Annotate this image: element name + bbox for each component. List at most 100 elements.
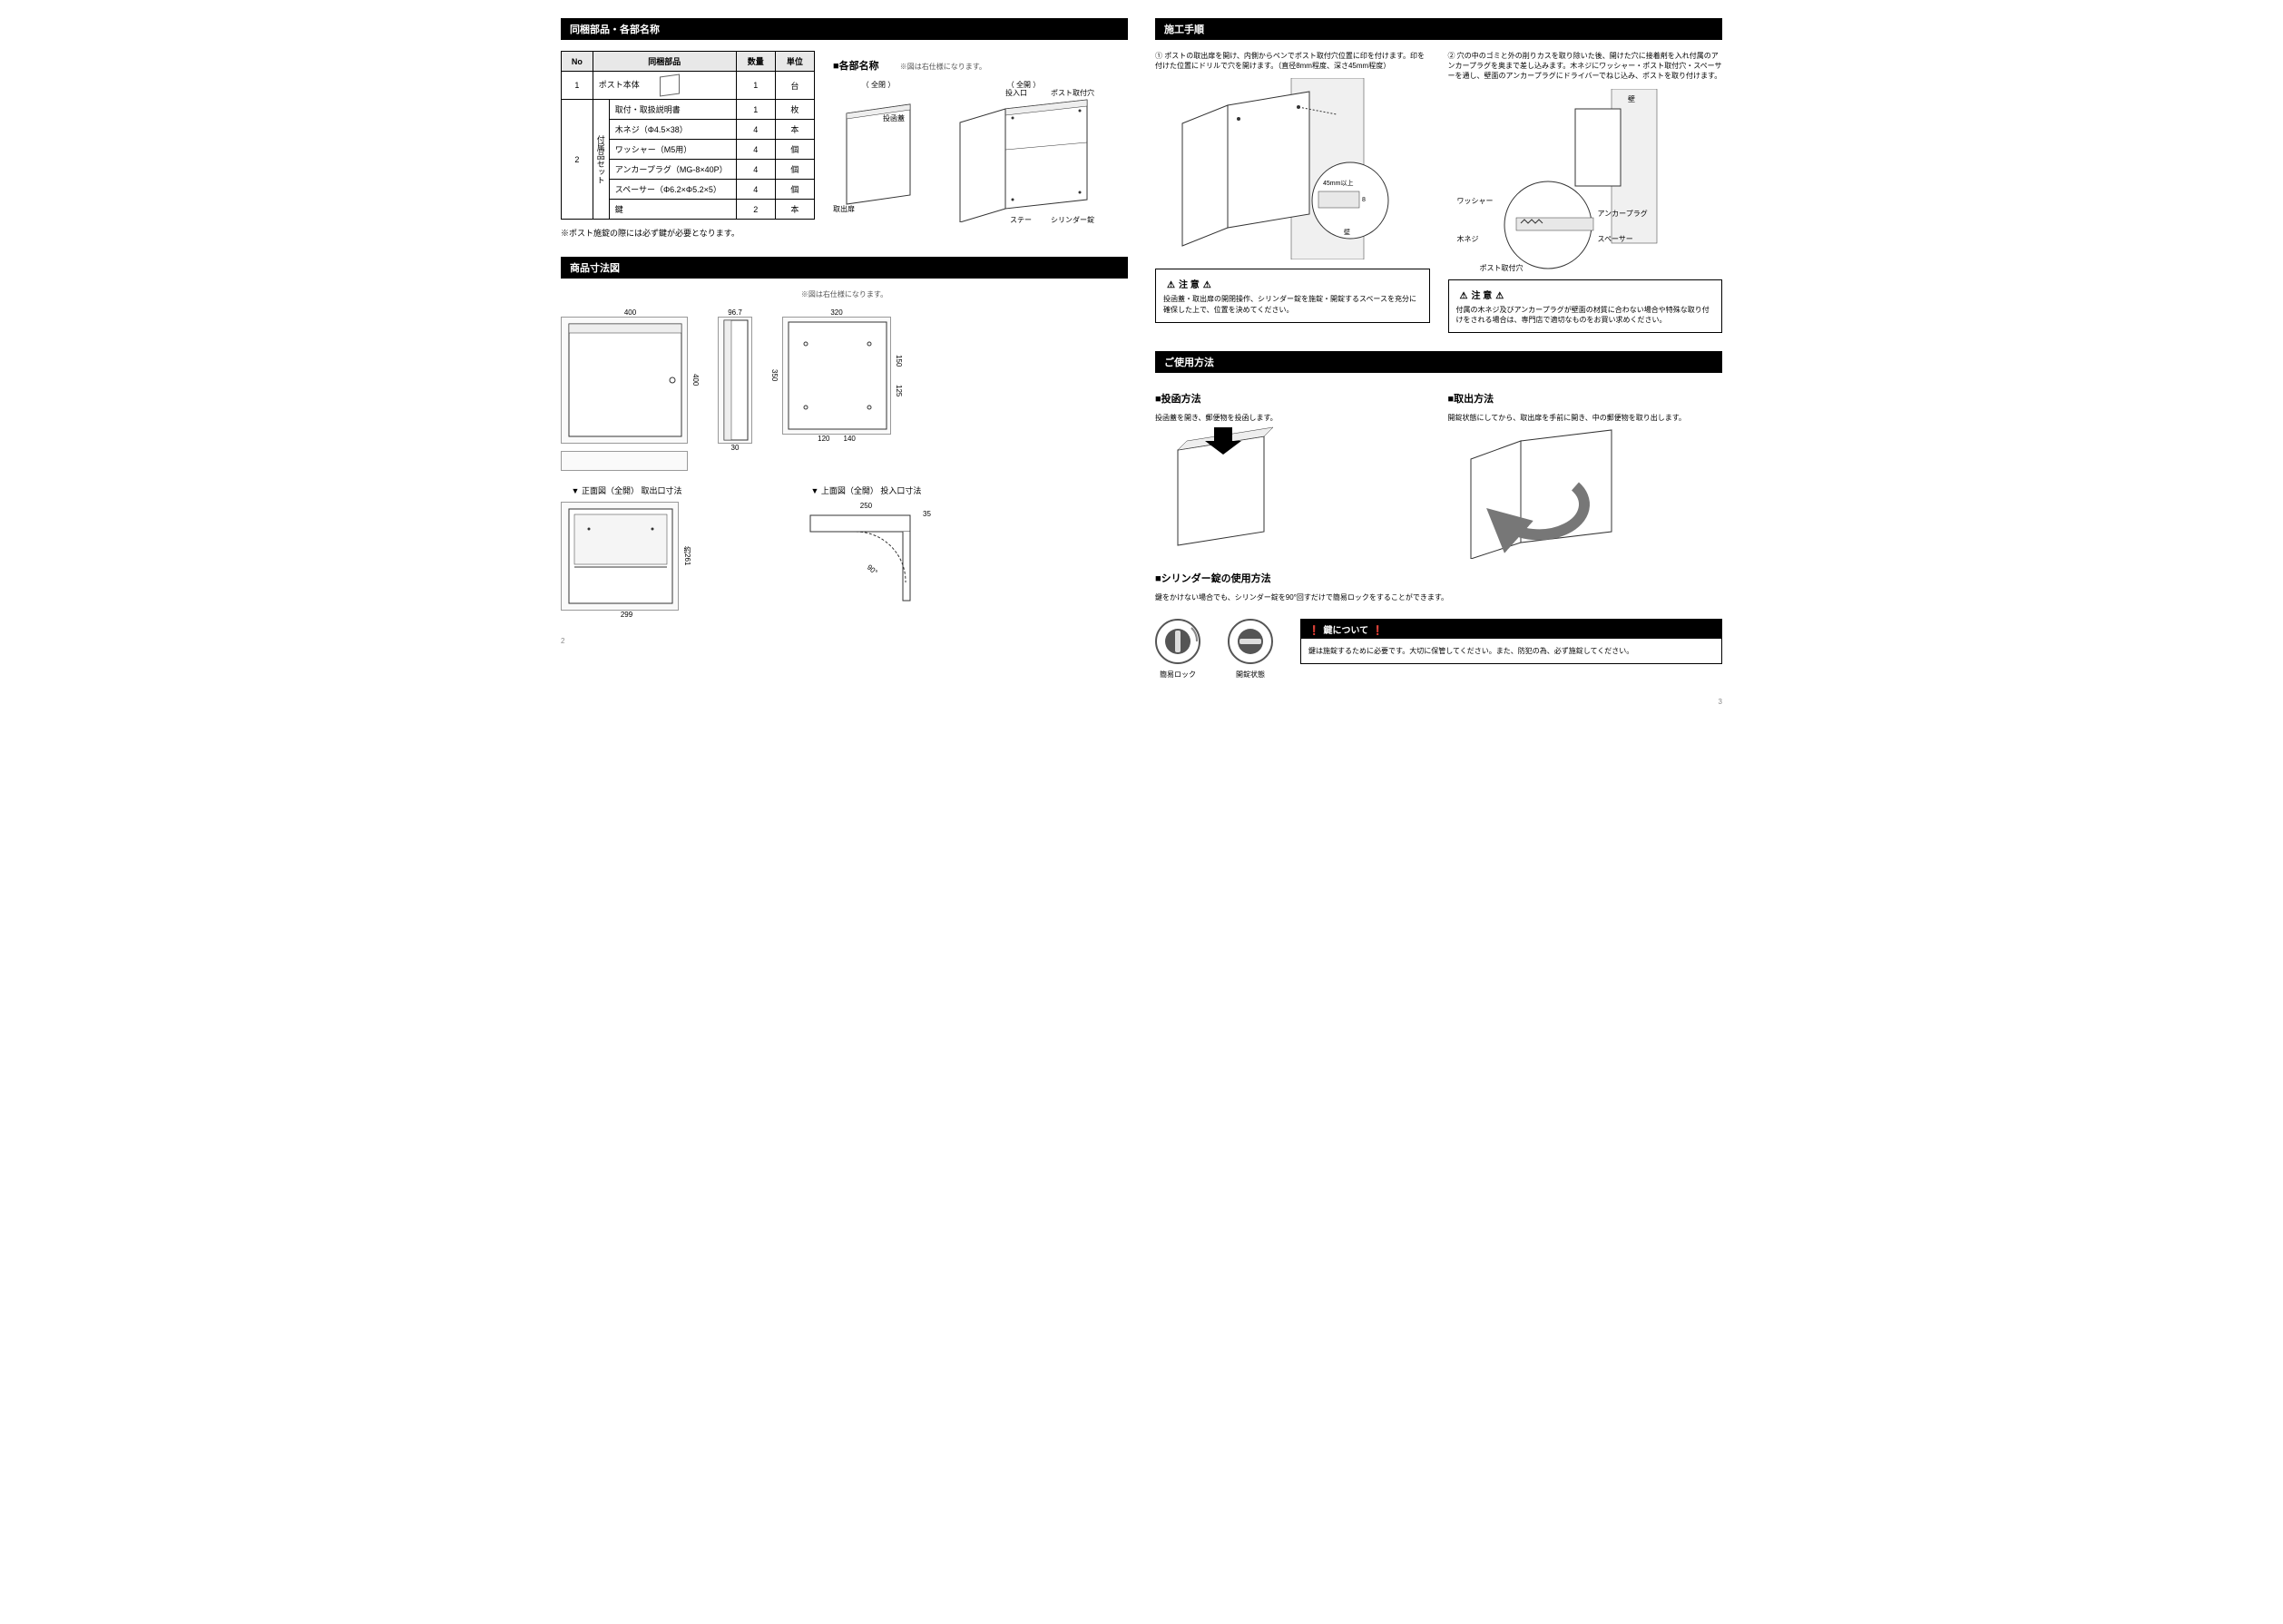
cell-unit: 台: [775, 72, 814, 100]
front-view: 400 400: [561, 308, 700, 471]
page-number-right: 3: [1155, 698, 1722, 706]
cylinder-lock-section: ■シリンダー錠の使用方法 鍵をかけない場合でも、シリンダー錠を90°回すだけで簡…: [1155, 571, 1722, 680]
tokan-text: 投函蓋を開き、郵便物を投函します。: [1155, 413, 1430, 423]
dim-note: ※図は右仕様になります。: [561, 289, 1128, 299]
step-num-2: ②: [1448, 52, 1455, 60]
toridashi-text: 開錠状態にしてから、取出扉を手前に開き、中の郵便物を取り出します。: [1448, 413, 1723, 423]
parts-name-diagram: ■各部名称 ※図は右仕様になります。 （ 全閉 ） 投函蓋 取出扉: [833, 51, 1128, 239]
cell-unit: 個: [775, 160, 814, 180]
cell-unit: 枚: [775, 100, 814, 120]
cell-name: ポスト本体: [593, 72, 736, 100]
toridashi-diagram-icon: [1448, 423, 1630, 559]
dim-row-2: ▼ 正面図（全開） 取出口寸法 約261 299 ▼ 上面図（全開） 投入口寸法…: [561, 484, 1128, 619]
cell-unit: 個: [775, 180, 814, 200]
table-row: 2 付属品セット 取付・取扱説明書 1 枚: [562, 100, 815, 120]
open-diagram: （ 全開 ） 投入口 ポスト取付穴 ステー シリン: [951, 80, 1096, 222]
parts-table: No 同梱部品 数量 単位 1 ポスト本体 1 台 2 付属品セット: [561, 51, 815, 220]
table-header-row: No 同梱部品 数量 単位: [562, 52, 815, 72]
tokan-diagram-icon: [1155, 423, 1291, 550]
cell-unit: 本: [775, 120, 814, 140]
col-unit: 単位: [775, 52, 814, 72]
lock-state-locked: 簡易ロック: [1155, 619, 1200, 680]
lock-icon-vertical: [1155, 619, 1200, 664]
parts-table-wrap: No 同梱部品 数量 単位 1 ポスト本体 1 台 2 付属品セット: [561, 51, 815, 239]
front-open-view: ▼ 正面図（全開） 取出口寸法 約261 299: [561, 484, 692, 619]
group-no: 2: [562, 100, 593, 220]
table-row: 1 ポスト本体 1 台: [562, 72, 815, 100]
key-info-text: 鍵は施錠するために必要です。大切に保管してください。また、防犯の為、必ず施錠して…: [1301, 639, 1721, 663]
dim-row-1: 400 400 96.7 30 320 350: [561, 308, 1128, 471]
caution-title: 注 意: [1456, 288, 1715, 301]
front-open-icon: [562, 502, 678, 611]
back-view-icon: [783, 317, 890, 435]
caution-box-2: 注 意 付属の木ネジ及びアンカープラグが壁面の材質に合わない場合や特殊な取り付け…: [1448, 279, 1723, 333]
col-qty: 数量: [736, 52, 775, 72]
step1-diagram-icon: 45mm以上 8 壁: [1155, 78, 1391, 259]
page-number-left: 2: [561, 637, 1128, 645]
svg-text:壁: 壁: [1344, 228, 1350, 236]
tokan-heading: ■投函方法: [1155, 391, 1430, 406]
bottom-rail-icon: [561, 451, 688, 471]
step-num-1: ①: [1155, 52, 1162, 60]
cell-name: ワッシャー（M5用）: [609, 140, 736, 160]
svg-text:45mm以上: 45mm以上: [1323, 179, 1353, 187]
left-page: 同梱部品・各部名称 No 同梱部品 数量 単位 1 ポスト本体 1 台: [561, 18, 1128, 706]
col-no: No: [562, 52, 593, 72]
parts-section: No 同梱部品 数量 単位 1 ポスト本体 1 台 2 付属品セット: [561, 51, 1128, 239]
cell-qty: 4: [736, 140, 775, 160]
lock-state-unlocked: 開錠状態: [1228, 619, 1273, 680]
cell-name: 鍵: [609, 200, 736, 220]
svg-text:8: 8: [1362, 197, 1366, 203]
cell-name: 取付・取扱説明書: [609, 100, 736, 120]
tokan-method: ■投函方法 投函蓋を開き、郵便物を投函します。: [1155, 384, 1430, 562]
parts-name-heading: ■各部名称 ※図は右仕様になります。: [833, 58, 1128, 73]
caution-title: 注 意: [1163, 277, 1422, 290]
step-1: ① ポストの取出扉を開け、内側からペンでポスト取付穴位置に印を付けます。印を付け…: [1155, 51, 1430, 333]
post-thumb-icon: [660, 73, 680, 96]
step-2: ② 穴の中のゴミと外の削りカスを取り除いた後、開けた穴に接着剤を入れ付属のアンカ…: [1448, 51, 1723, 333]
side-view: 96.7 30: [718, 308, 752, 471]
closed-diagram: （ 全閉 ） 投函蓋 取出扉: [833, 80, 924, 222]
cylinder-text: 鍵をかけない場合でも、シリンダー錠を90°回すだけで簡易ロックをすることができま…: [1155, 592, 1722, 602]
top-open-icon: 90°: [801, 510, 919, 610]
section-header-dim: 商品寸法図: [561, 257, 1128, 279]
cell-name: アンカープラグ（MG-8×40P）: [609, 160, 736, 180]
right-page: 施工手順 ① ポストの取出扉を開け、内側からペンでポスト取付穴位置に印を付けます…: [1155, 18, 1722, 706]
caution-text: 投函蓋・取出扉の開閉操作、シリンダー錠を施錠・開錠するスペースを充分に確保した上…: [1163, 294, 1422, 314]
cell-no: 1: [562, 72, 593, 100]
cell-unit: 個: [775, 140, 814, 160]
cell-qty: 2: [736, 200, 775, 220]
lock-icon-horizontal: [1228, 619, 1273, 664]
cell-qty: 4: [736, 180, 775, 200]
front-view-icon: [562, 317, 687, 444]
svg-text:壁: 壁: [1628, 94, 1635, 103]
side-view-icon: [719, 317, 751, 444]
col-name: 同梱部品: [593, 52, 736, 72]
cell-unit: 本: [775, 200, 814, 220]
table-note: ※ポスト施錠の際には必ず鍵が必要となります。: [561, 227, 815, 239]
caution-box-1: 注 意 投函蓋・取出扉の開閉操作、シリンダー錠を施錠・開錠するスペースを充分に確…: [1155, 269, 1430, 322]
key-info-box: 鍵について 鍵は施錠するために必要です。大切に保管してください。また、防犯の為、…: [1300, 619, 1722, 664]
cylinder-heading: ■シリンダー錠の使用方法: [1155, 571, 1722, 585]
page-spread: 同梱部品・各部名称 No 同梱部品 数量 単位 1 ポスト本体 1 台: [561, 18, 1722, 706]
cell-qty: 1: [736, 100, 775, 120]
install-steps: ① ポストの取出扉を開け、内側からペンでポスト取付穴位置に印を付けます。印を付け…: [1155, 51, 1722, 333]
angle-label: 90°: [866, 563, 879, 577]
cell-qty: 4: [736, 120, 775, 140]
post-open-icon: [951, 95, 1096, 222]
usage-methods: ■投函方法 投函蓋を開き、郵便物を投函します。 ■取出方法 開錠状態にしてから、…: [1155, 384, 1722, 562]
dimension-section: 商品寸法図 ※図は右仕様になります。 400 400 96.7 30: [561, 257, 1128, 619]
post-closed-icon: [833, 95, 924, 213]
cell-name: スペーサー（Φ6.2×Φ5.2×5）: [609, 180, 736, 200]
caution-text: 付属の木ネジ及びアンカープラグが壁面の材質に合わない場合や特殊な取り付けをされる…: [1456, 305, 1715, 325]
toridashi-heading: ■取出方法: [1448, 391, 1723, 406]
toridashi-method: ■取出方法 開錠状態にしてから、取出扉を手前に開き、中の郵便物を取り出します。: [1448, 384, 1723, 562]
key-info-title: 鍵について: [1301, 620, 1721, 639]
cell-qty: 1: [736, 72, 775, 100]
section-header-usage: ご使用方法: [1155, 351, 1722, 373]
cell-name: 木ネジ（Φ4.5×38）: [609, 120, 736, 140]
section-header-parts: 同梱部品・各部名称: [561, 18, 1128, 40]
back-view: 320 350 150 125 120 140: [770, 308, 903, 471]
lock-states: 簡易ロック 開錠状態: [1155, 619, 1273, 680]
parts-diagrams: （ 全閉 ） 投函蓋 取出扉 （ 全開 ）: [833, 80, 1128, 222]
